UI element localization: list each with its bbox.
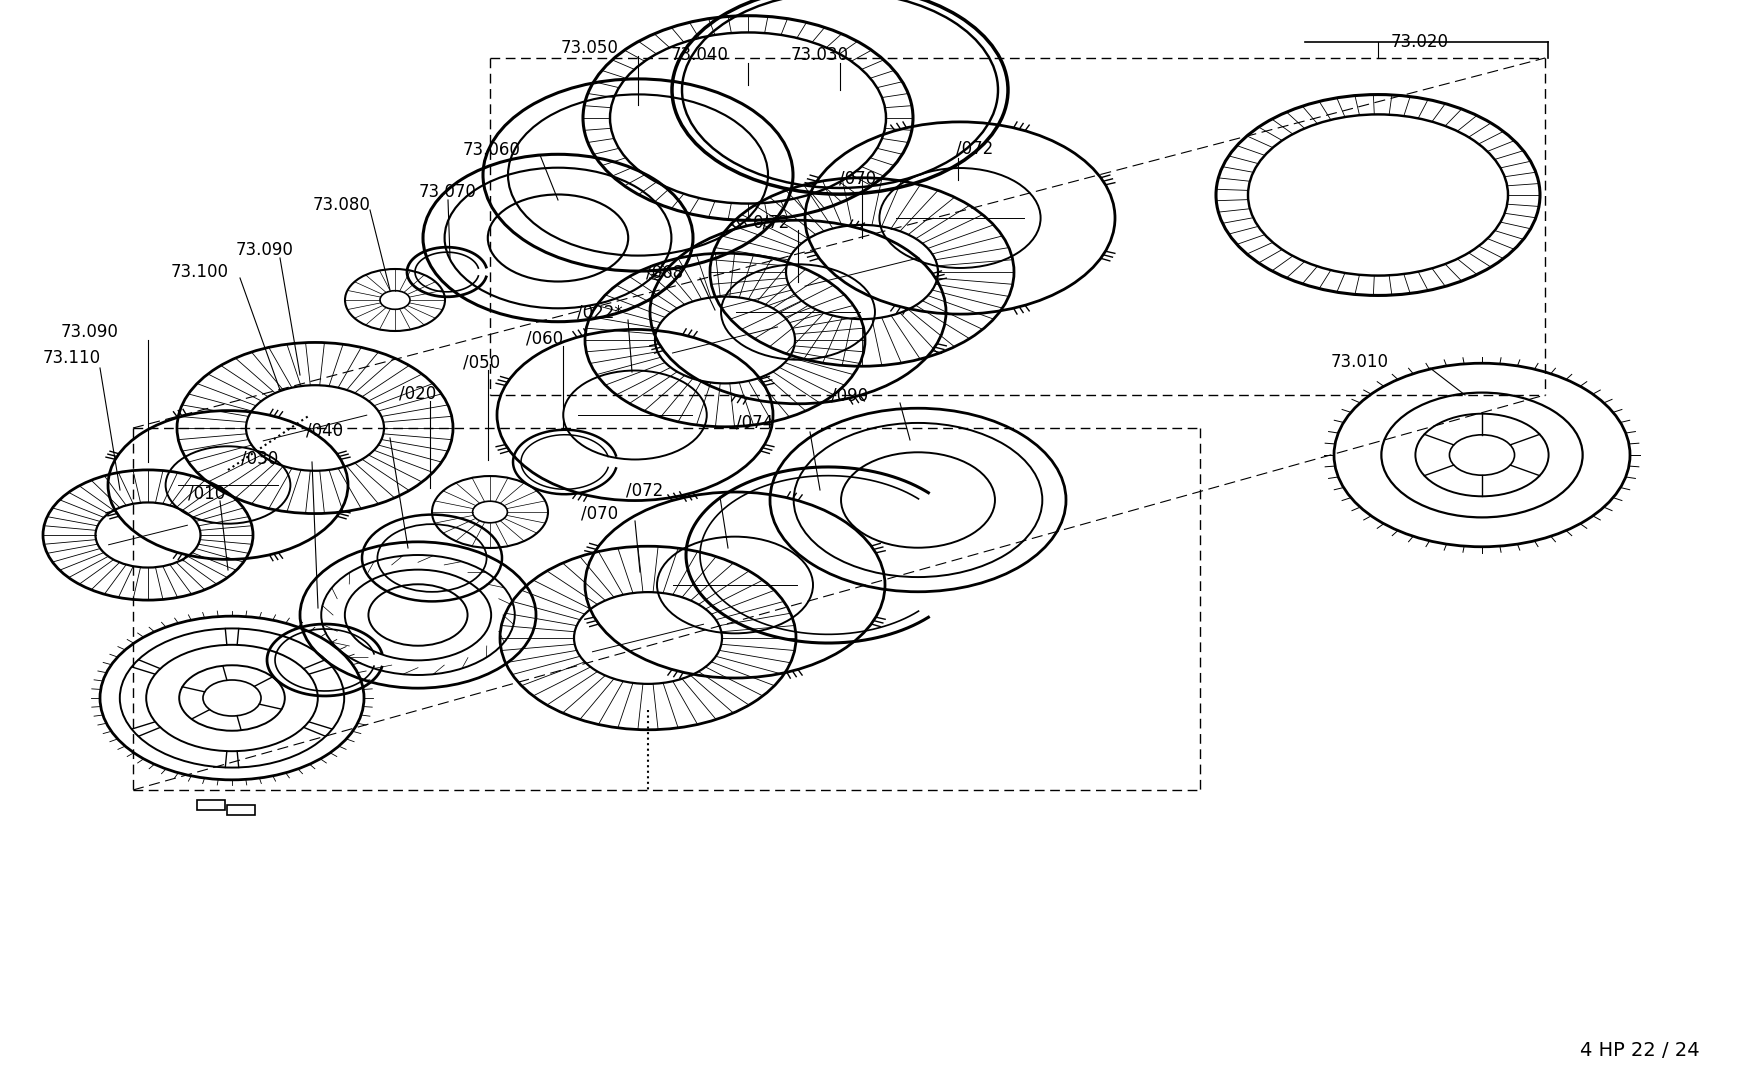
Text: 73.080: 73.080 [313,196,371,214]
Text: /030: /030 [242,449,278,467]
Text: /050: /050 [464,353,500,371]
Text: /068: /068 [646,263,684,281]
Text: /072: /072 [956,140,994,157]
Text: 73.090: 73.090 [61,323,119,341]
Text: /074: /074 [737,413,774,431]
Text: 73.110: 73.110 [44,349,102,367]
FancyBboxPatch shape [228,804,255,815]
Text: 73.070: 73.070 [418,183,478,201]
Text: 4 HP 22 / 24: 4 HP 22 / 24 [1580,1041,1699,1059]
Text: /010: /010 [189,484,226,502]
Text: /072: /072 [626,481,663,499]
Text: 73.050: 73.050 [562,39,620,57]
Text: 73.020: 73.020 [1391,33,1449,51]
Text: 73.100: 73.100 [172,263,229,281]
Text: 73.010: 73.010 [1332,353,1390,371]
Text: 73.090: 73.090 [236,241,294,259]
Text: 73.040: 73.040 [670,46,730,64]
Text: /090: /090 [831,386,868,404]
Text: 73.060: 73.060 [464,141,522,159]
FancyBboxPatch shape [198,800,226,810]
Text: /070: /070 [581,504,618,522]
Text: /060: /060 [527,329,564,347]
Text: /020: /020 [399,384,438,402]
Text: 73.030: 73.030 [791,46,849,64]
Text: /070: /070 [840,169,877,187]
Text: /040: /040 [306,421,343,439]
Text: /022*: /022* [578,303,623,320]
Text: 0/72: 0/72 [754,213,791,231]
